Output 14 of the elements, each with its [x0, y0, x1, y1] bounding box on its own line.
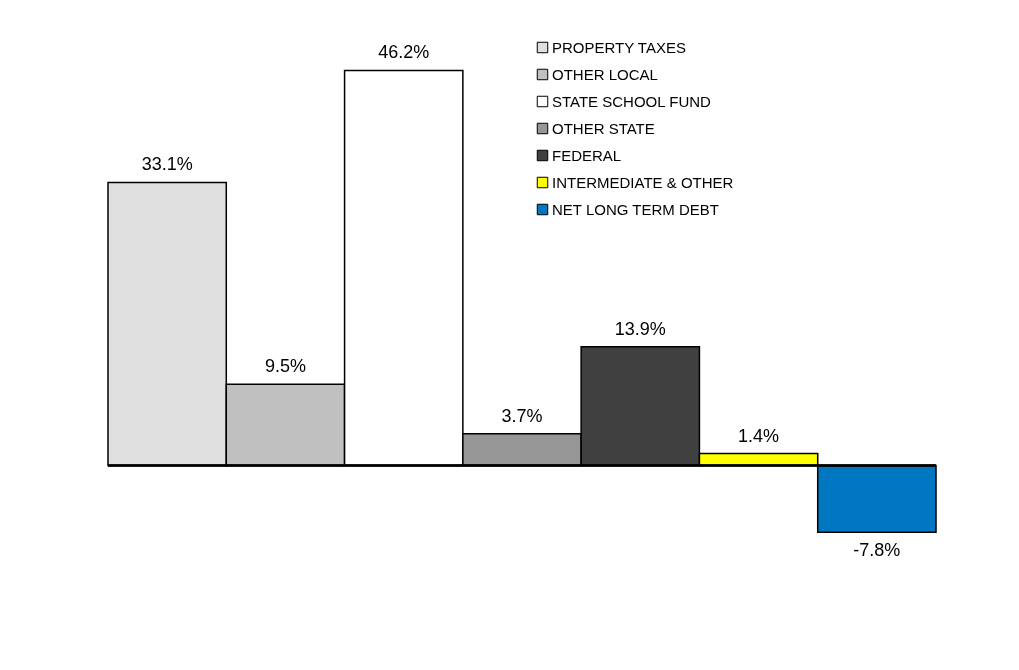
data-label: -7.8%: [853, 540, 901, 561]
legend-label: NET LONG TERM DEBT: [552, 200, 719, 218]
data-label: 1.4%: [738, 425, 780, 446]
legend-label: OTHER LOCAL: [552, 65, 658, 83]
data-label: 13.9%: [614, 318, 666, 339]
legend-label: FEDERAL: [552, 146, 622, 164]
legend-label: OTHER STATE: [552, 119, 655, 137]
data-label: 46.2%: [378, 42, 430, 63]
legend-label: STATE SCHOOL FUND: [552, 92, 712, 110]
legend-label: PROPERTY TAXES: [552, 38, 686, 56]
data-label: 3.7%: [501, 405, 543, 426]
data-label: 33.1%: [141, 154, 193, 175]
legend-label: INTERMEDIATE & OTHER: [552, 173, 734, 191]
data-label: 9.5%: [264, 356, 306, 377]
